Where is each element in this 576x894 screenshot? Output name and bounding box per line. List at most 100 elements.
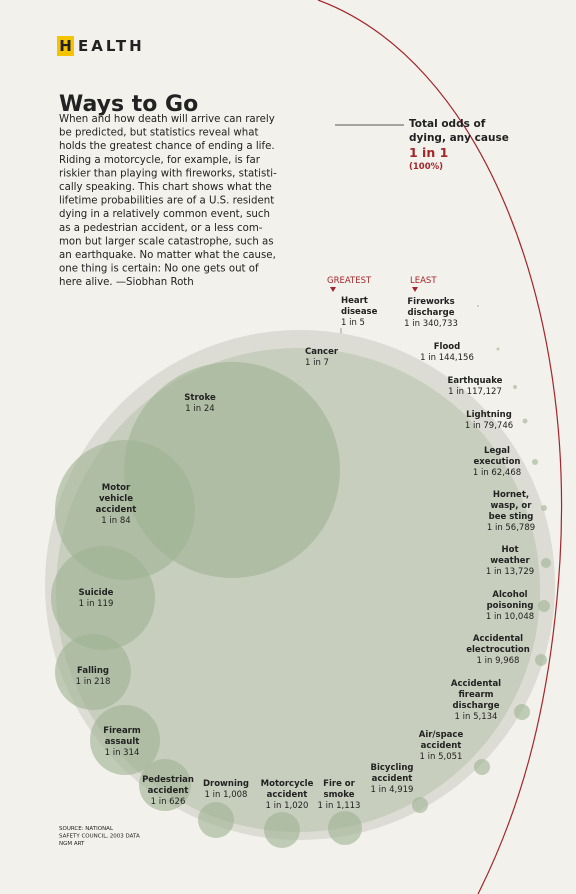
odds-circle — [522, 418, 528, 424]
total-odds: 1 in 1 — [409, 145, 448, 160]
cause-odds: 1 in 314 — [105, 748, 140, 758]
cause-label: smoke — [324, 790, 355, 800]
intro-line: lifetime probabilities are of a U.S. res… — [59, 196, 274, 207]
odds-circle — [477, 305, 479, 307]
cause-label: Pedestrian — [142, 775, 194, 785]
cause-label: wasp, or — [491, 501, 533, 511]
intro-line: as a pedestrian accident, or a less com- — [59, 223, 263, 234]
cause-label: disease — [341, 307, 378, 317]
cause-odds: 1 in 56,789 — [487, 523, 535, 533]
cause-label: accident — [148, 786, 189, 796]
cause-odds: 1 in 1,008 — [205, 790, 248, 800]
cause-odds: 1 in 4,919 — [371, 785, 414, 795]
cause-odds: 1 in 62,468 — [473, 468, 521, 478]
marker — [330, 287, 336, 292]
cause-label: discharge — [453, 701, 500, 711]
cause-label: assault — [105, 737, 140, 747]
greatest-label: GREATEST — [327, 276, 372, 286]
odds-circle — [514, 704, 530, 720]
total-percent: (100%) — [409, 162, 443, 172]
odds-circle — [541, 558, 551, 568]
cause-label: poisoning — [487, 601, 534, 611]
source-line: SOURCE: NATIONAL — [59, 826, 114, 832]
cause-label: Lightning — [466, 410, 512, 420]
cause-label: accident — [421, 741, 462, 751]
cause-label: Air/space — [419, 730, 464, 740]
cause-label: vehicle — [99, 494, 133, 504]
section-name: EALTH — [78, 37, 145, 55]
odds-circle — [139, 759, 191, 811]
cause-label: discharge — [408, 308, 455, 318]
cause-label: Fire or — [323, 779, 355, 789]
total-label: Total odds of — [409, 118, 486, 130]
cause-label: Bicycling — [371, 763, 414, 773]
odds-circle — [90, 705, 160, 775]
odds-circle — [535, 654, 547, 666]
source-line: NGM ART — [59, 841, 85, 847]
cause-odds: 1 in 340,733 — [404, 319, 458, 329]
cause-label: Flood — [434, 342, 460, 352]
intro-line: cally speaking. This chart shows what th… — [59, 182, 272, 193]
odds-circle — [412, 797, 428, 813]
cause-label: weather — [490, 556, 530, 566]
intro-line: When and how death will arrive can rarel… — [59, 114, 275, 125]
cause-label: Fireworks — [407, 297, 454, 307]
source-line: SAFETY COUNCIL, 2003 DATA — [59, 834, 140, 840]
odds-circle — [328, 811, 362, 845]
odds-circle — [55, 440, 195, 580]
cause-odds: 1 in 79,746 — [465, 421, 513, 431]
cause-odds: 1 in 119 — [79, 599, 114, 609]
odds-circle — [264, 812, 300, 848]
cause-label: Suicide — [79, 588, 114, 598]
cause-odds: 1 in 24 — [185, 404, 214, 414]
cause-odds: 1 in 5,134 — [455, 712, 498, 722]
total-label: dying, any cause — [409, 132, 509, 144]
cause-label: Hot — [501, 545, 518, 555]
intro-line: an earthquake. No matter what the cause, — [59, 250, 276, 261]
cause-odds: 1 in 5,051 — [420, 752, 463, 762]
cause-odds: 1 in 626 — [151, 797, 186, 807]
cause-label: Falling — [77, 666, 109, 676]
odds-circle — [496, 347, 500, 351]
cause-label: Heart — [341, 296, 368, 306]
cause-label: Accidental — [451, 679, 501, 689]
cause-label: Alcohol — [492, 590, 527, 600]
cause-label: Motor — [102, 483, 131, 493]
cause-label: execution — [474, 457, 521, 467]
cause-odds: 1 in 144,156 — [420, 353, 474, 363]
cause-label: Firearm — [103, 726, 141, 736]
cause-label: Legal — [484, 446, 510, 456]
cause-label: Drowning — [203, 779, 249, 789]
title: Ways to Go — [59, 92, 198, 117]
cause-odds: 1 in 218 — [76, 677, 111, 687]
odds-circle — [474, 759, 490, 775]
section-box — [57, 36, 74, 56]
intro-line: Riding a motorcycle, for example, is far — [59, 155, 261, 166]
odds-circle — [513, 385, 517, 389]
intro-line: here alive. —Siobhan Roth — [59, 277, 194, 288]
total-arc — [317, 0, 563, 894]
cause-label: Motorcycle — [261, 779, 314, 789]
cause-odds: 1 in 84 — [101, 516, 130, 526]
intro-line: dying in a relatively common event, such — [59, 209, 270, 220]
cause-label: accident — [267, 790, 308, 800]
intro-line: one thing is certain: No one gets out of — [59, 264, 259, 275]
odds-circle — [541, 505, 547, 511]
cause-odds: 1 in 5 — [341, 318, 365, 328]
cause-odds: 1 in 13,729 — [486, 567, 534, 577]
cause-odds: 1 in 7 — [305, 358, 329, 368]
cause-label: Earthquake — [448, 376, 503, 386]
odds-circle — [198, 802, 234, 838]
cause-odds: 1 in 9,968 — [477, 656, 520, 666]
cause-label: accident — [372, 774, 413, 784]
cause-label: Accidental — [473, 634, 523, 644]
intro-line: mon but larger scale catastrophe, such a… — [59, 236, 274, 247]
cause-label: Hornet, — [493, 490, 529, 500]
odds-circle — [51, 546, 155, 650]
intro-line: holds the greatest chance of ending a li… — [59, 141, 275, 152]
odds-circle — [538, 600, 550, 612]
intro-line: riskier than playing with fireworks, sta… — [59, 168, 277, 179]
least-label: LEAST — [410, 276, 437, 286]
